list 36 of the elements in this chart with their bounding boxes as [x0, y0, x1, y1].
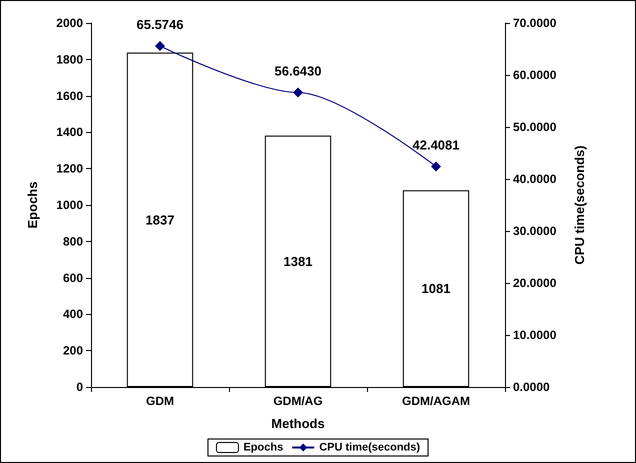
x-tick-label: GDM/AG: [273, 394, 323, 408]
data-label: 42.4081: [412, 137, 460, 152]
legend-label: CPU time(seconds): [319, 442, 420, 454]
data-label: 65.5746: [136, 17, 184, 32]
y-tick-label: 400: [62, 307, 84, 322]
y-tick-label: 1600: [56, 88, 84, 103]
y2-axis-title: CPU time(seconds): [572, 145, 587, 265]
y-tick-label: 2000: [56, 16, 84, 30]
y-tick-label: 1400: [56, 125, 84, 140]
y2-tick-label: 30.0000: [513, 224, 557, 238]
x-axis-title: Methods: [271, 416, 325, 431]
y2-tick-label: 0.0000: [513, 380, 550, 394]
y2-tick-label: 40.0000: [513, 172, 557, 186]
y-tick-label: 1800: [56, 52, 84, 66]
y2-tick-label: 20.0000: [513, 276, 557, 290]
y-tick-label: 800: [62, 234, 84, 248]
y-tick-label: 600: [62, 270, 84, 285]
point: [155, 41, 165, 52]
legend-label: Epochs: [243, 442, 284, 454]
point: [293, 87, 303, 98]
y2-tick-label: 70.0000: [513, 16, 557, 30]
y2-tick-label: 60.0000: [513, 68, 557, 82]
data-label: 1081: [422, 281, 450, 296]
data-label: 56.6430: [274, 63, 322, 78]
y2-tick-label: 10.0000: [513, 328, 557, 342]
y-tick-label: 200: [62, 344, 84, 358]
x-tick-label: GDM/AGAM: [402, 394, 470, 408]
data-label: 1837: [146, 212, 174, 228]
y-axis-title: Epochs: [25, 182, 40, 228]
data-label: 1381: [284, 254, 312, 269]
x-tick-label: GDM: [146, 394, 174, 408]
y-tick-label: 1000: [56, 198, 84, 212]
y-tick-label: 0: [76, 380, 84, 394]
y-tick-label: 1200: [56, 162, 84, 176]
y2-tick-label: 50.0000: [513, 120, 557, 134]
point: [431, 161, 441, 172]
